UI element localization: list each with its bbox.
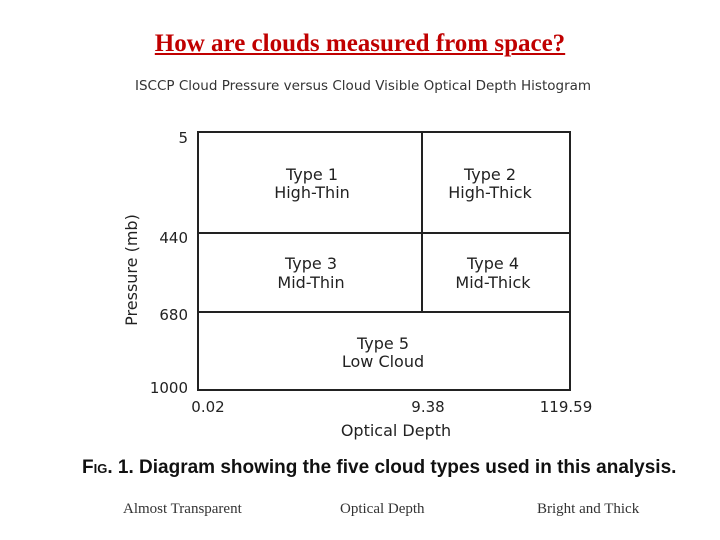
x-axis-title: Optical Depth <box>341 421 451 440</box>
x-tick-0-02: 0.02 <box>191 398 224 416</box>
cell-type4-desc: Mid-Thick <box>455 273 531 292</box>
cell-type1-desc: High-Thin <box>274 183 350 202</box>
y-tick-5: 5 <box>178 129 188 147</box>
diagram-frame <box>197 131 571 391</box>
cell-type3-desc: Mid-Thin <box>277 273 344 292</box>
y-tick-680: 680 <box>159 306 188 324</box>
cell-type5-desc: Low Cloud <box>342 352 424 371</box>
y-tick-440: 440 <box>159 229 188 247</box>
page-title: How are clouds measured from space? <box>154 30 566 57</box>
cell-type5-name: Type 5 <box>356 334 409 353</box>
cell-type1-name: Type 1 <box>285 165 338 184</box>
cell-type2-desc: High-Thick <box>448 183 532 202</box>
figure-caption: Fig. 1. Diagram showing the five cloud t… <box>82 457 676 479</box>
y-axis-title: Pressure (mb) <box>122 214 141 326</box>
footer-center-label: Optical Depth <box>340 501 425 517</box>
x-tick-119-59: 119.59 <box>540 398 593 416</box>
footer-right-label: Bright and Thick <box>537 501 640 517</box>
cell-type3-name: Type 3 <box>284 254 337 273</box>
x-tick-9-38: 9.38 <box>411 398 444 416</box>
footer-left-label: Almost Transparent <box>123 501 242 517</box>
diagram-grid <box>197 131 571 391</box>
y-tick-1000: 1000 <box>150 379 188 397</box>
figure-caption-text: Diagram showing the five cloud types use… <box>139 457 677 478</box>
diagram-subtitle: ISCCP Cloud Pressure versus Cloud Visibl… <box>135 78 592 94</box>
cell-type2-name: Type 2 <box>463 165 516 184</box>
cell-type4-name: Type 4 <box>466 254 519 273</box>
figure-label: Fig. 1. <box>82 457 134 478</box>
